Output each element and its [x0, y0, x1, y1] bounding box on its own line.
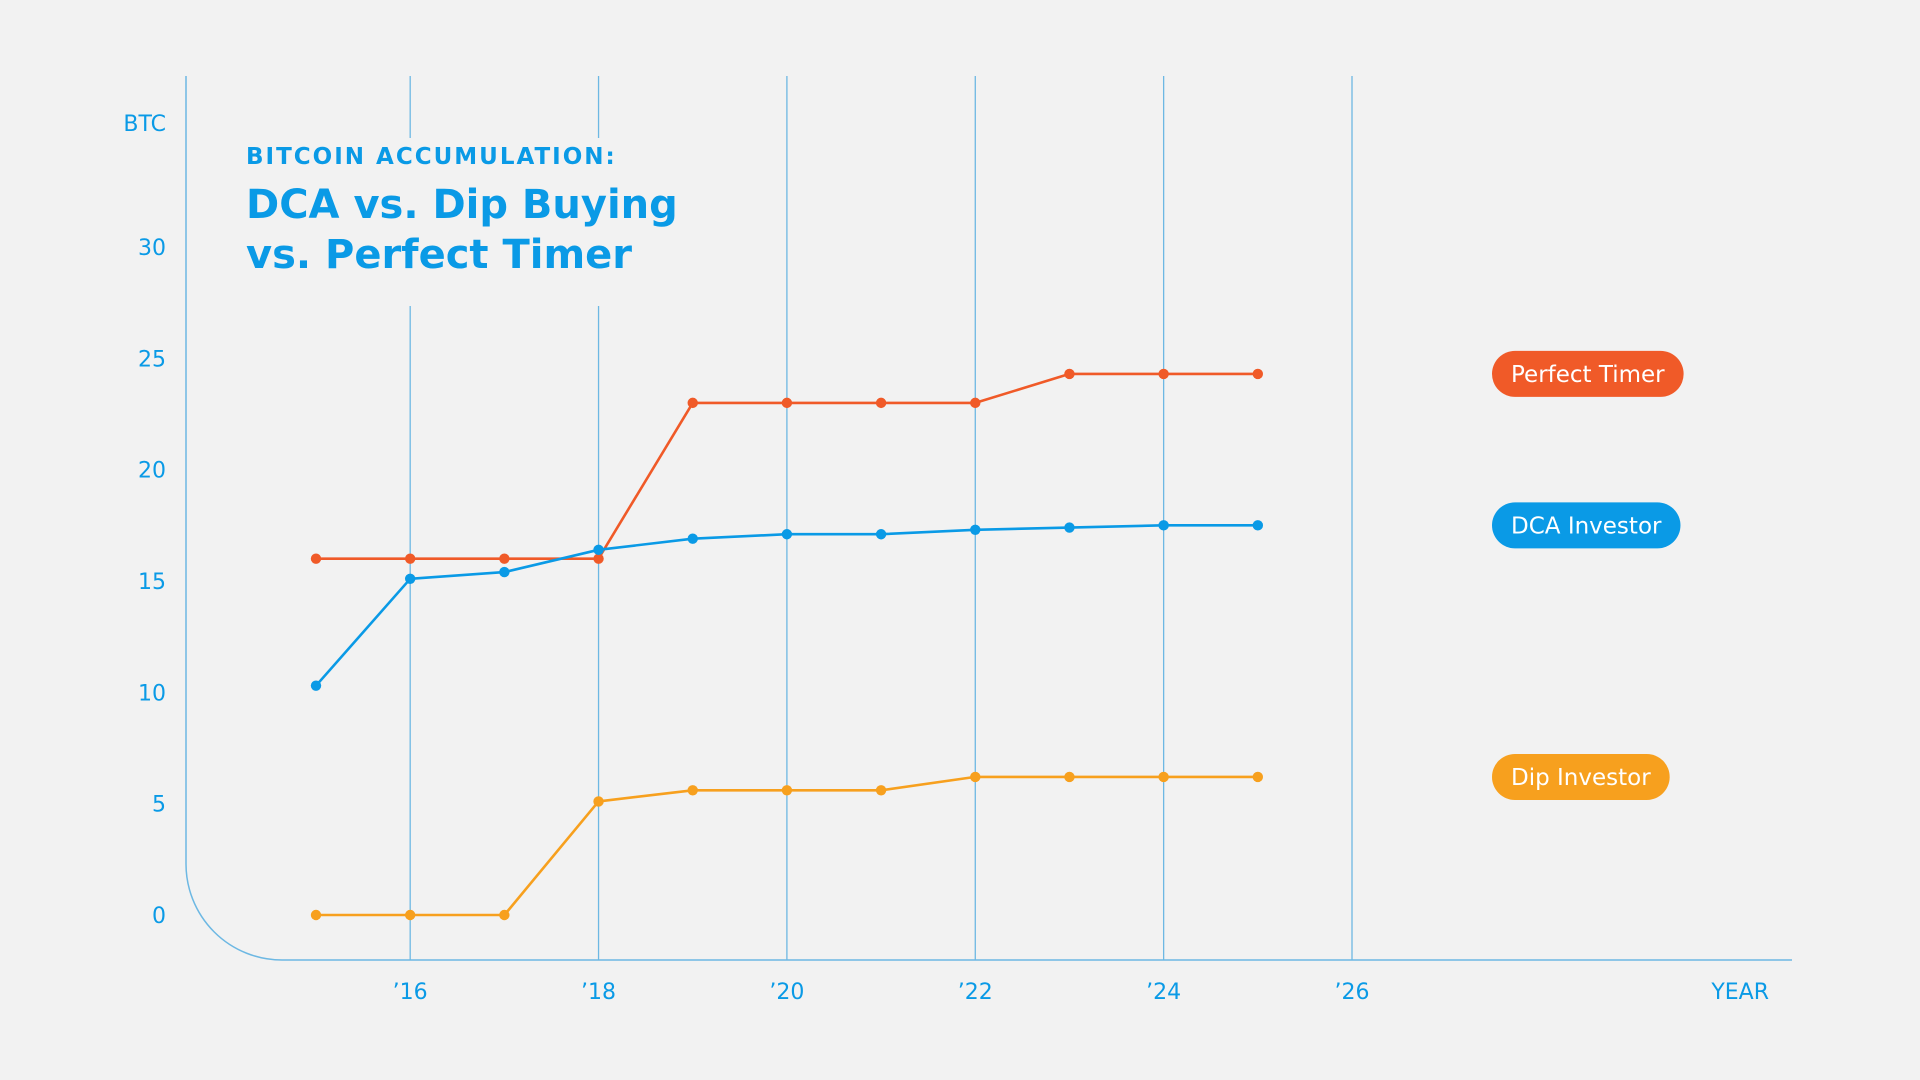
data-point	[781, 397, 793, 409]
axis-frame	[185, 76, 1792, 961]
series-badge-label: DCA Investor	[1511, 513, 1662, 539]
data-point	[1252, 520, 1264, 531]
series-badge-label: Dip Investor	[1511, 765, 1651, 791]
data-point	[1252, 368, 1264, 380]
data-point	[404, 909, 416, 921]
data-point	[1252, 771, 1264, 783]
chart-title-block: BITCOIN ACCUMULATION: DCA vs. Dip Buying…	[246, 138, 704, 306]
data-point	[687, 533, 698, 544]
x-tick-label: ’18	[581, 980, 616, 1005]
axes	[185, 76, 1792, 961]
x-tick-label: ’24	[1146, 980, 1181, 1005]
data-point	[310, 553, 322, 564]
data-point	[499, 553, 510, 564]
data-point	[499, 566, 510, 578]
x-tick-label: ’26	[1335, 980, 1370, 1005]
x-tick-label: ’16	[393, 980, 428, 1005]
y-tick-label: 10	[138, 681, 166, 706]
series-badges: Perfect Timer DCA Investor Dip Investor	[1492, 350, 1684, 800]
data-point	[310, 909, 322, 921]
data-point	[687, 397, 698, 409]
data-point	[1158, 520, 1169, 531]
data-point	[970, 524, 981, 535]
series-badge	[1492, 753, 1670, 800]
chart-title-line-1: DCA vs. Dip Buying	[246, 182, 678, 228]
chart-title-line-2: vs. Perfect Timer	[246, 232, 632, 278]
data-point	[404, 573, 416, 584]
x-tick-label: ’20	[769, 980, 804, 1005]
data-point	[781, 529, 793, 540]
series-badge-label: Perfect Timer	[1511, 362, 1665, 388]
y-tick-label: 0	[152, 904, 166, 929]
data-point	[875, 529, 887, 540]
series-lines	[310, 368, 1264, 921]
y-tick-label: 5	[152, 793, 166, 818]
data-point	[781, 785, 793, 796]
axis-labels: 0 5 10 15 20 25 30 BTC ’16 ’18 ’20 ’22 ’24 ’26 YEAR	[123, 112, 1769, 1005]
data-point	[1064, 771, 1075, 783]
data-point	[970, 771, 981, 783]
y-axis-label: BTC	[123, 112, 166, 137]
y-tick-label: 15	[138, 570, 166, 595]
data-point	[1064, 368, 1075, 380]
y-tick-label: 20	[138, 459, 166, 484]
data-point	[310, 680, 322, 691]
data-point	[1158, 368, 1169, 380]
series-badge	[1492, 350, 1684, 397]
data-point	[593, 553, 604, 564]
data-point	[593, 796, 604, 807]
data-point	[875, 397, 887, 409]
data-point	[404, 553, 416, 564]
data-point	[970, 397, 981, 409]
data-point	[593, 544, 604, 556]
data-point	[499, 909, 510, 921]
data-point	[875, 785, 887, 796]
series-badge	[1492, 502, 1681, 549]
chart-kicker: BITCOIN ACCUMULATION:	[246, 144, 617, 170]
data-point	[1158, 771, 1169, 783]
data-point	[1064, 522, 1075, 533]
y-tick-label: 30	[138, 236, 166, 261]
data-point	[687, 785, 698, 796]
x-tick-label: ’22	[958, 980, 993, 1005]
chart-title: DCA vs. Dip Buying vs. Perfect Timer	[246, 180, 678, 280]
y-tick-label: 25	[138, 347, 166, 372]
x-axis-label: YEAR	[1710, 980, 1769, 1005]
